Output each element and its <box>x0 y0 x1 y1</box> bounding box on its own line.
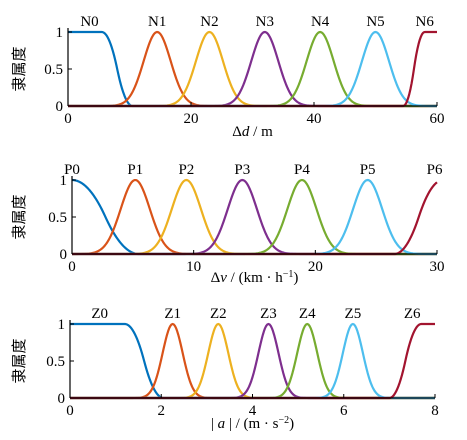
x-axis-label: Δv / (km · h−1) <box>211 269 299 287</box>
chart-panel-1: 0 20 40 60 0 0.5 1 N0 N1 N2 N3 N4 N5 N6 隶属度 Δd / m <box>10 14 445 140</box>
series-label-z3: Z3 <box>260 306 277 322</box>
series-line-n0 <box>68 30 437 108</box>
series-line-z3 <box>70 322 435 400</box>
series-label-p0: P0 <box>64 162 80 178</box>
x-tick-label: 20 <box>184 111 199 127</box>
series-line-z0 <box>70 322 435 400</box>
x-tick-label: 20 <box>308 259 323 275</box>
series-label-p4: P4 <box>294 162 310 178</box>
series-line-z2 <box>70 322 435 400</box>
series-label-p2: P2 <box>178 162 194 178</box>
x-axis-label: | a | / (m · s−2) <box>211 415 294 433</box>
series-label-n0: N0 <box>80 14 98 30</box>
y-tick-label: 0.5 <box>46 354 65 370</box>
chart-panel-3: 0 2 4 6 8 0 0.5 1 Z0 Z1 Z2 Z3 Z4 Z5 Z6 隶属度 | a | / (m · … <box>10 306 439 432</box>
x-tick-label: 0 <box>66 403 74 419</box>
series-label-n1: N1 <box>148 14 166 30</box>
series-label-p5: P5 <box>360 162 376 178</box>
y-tick-label: 0.5 <box>48 210 67 226</box>
x-tick-label: 30 <box>430 259 445 275</box>
series-line-z6 <box>70 322 435 400</box>
series-label-z2: Z2 <box>210 306 227 322</box>
y-axis-label: 隶属度 <box>10 338 28 383</box>
series-label-z4: Z4 <box>299 306 316 322</box>
x-axis-label: Δd / m <box>232 124 273 140</box>
series-label-z5: Z5 <box>345 306 362 322</box>
x-tick-label: 8 <box>431 403 439 419</box>
series-label-z0: Z0 <box>91 306 108 322</box>
x-tick-label: 0 <box>68 259 76 275</box>
series-line-z1 <box>70 322 435 400</box>
y-tick-label: 1 <box>58 317 66 333</box>
x-tick-label: 6 <box>340 403 348 419</box>
y-tick-label: 1 <box>60 173 68 189</box>
y-axis-label: 隶属度 <box>10 46 28 91</box>
x-tick-label: 60 <box>430 111 445 127</box>
series-line-z4 <box>70 322 435 400</box>
y-tick-label: 0 <box>60 247 68 263</box>
series-label-n5: N5 <box>366 14 384 30</box>
series-line-z5 <box>70 322 435 400</box>
series-label-n3: N3 <box>256 14 274 30</box>
series-label-n4: N4 <box>311 14 330 30</box>
series-label-z6: Z6 <box>404 306 421 322</box>
y-axis-label: 隶属度 <box>10 194 28 239</box>
series-label-z1: Z1 <box>164 306 181 322</box>
x-tick-label: 40 <box>307 111 322 127</box>
series-label-p6: P6 <box>427 162 443 178</box>
x-tick-label: 2 <box>158 403 166 419</box>
chart-panel-2: 0 10 20 30 0 0.5 1P0 P1 P2 P3 P4 P5 P6 隶属度 Δv / (km · … <box>10 162 445 286</box>
x-tick-label: 4 <box>249 403 257 419</box>
y-tick-label: 1 <box>56 25 64 41</box>
series-line-p1 <box>72 178 437 256</box>
series-label-p3: P3 <box>234 162 250 178</box>
series-label-n6: N6 <box>416 14 435 30</box>
y-tick-label: 0.5 <box>44 62 63 78</box>
x-tick-label: 10 <box>186 259 201 275</box>
series-label-n2: N2 <box>200 14 218 30</box>
series-label-p1: P1 <box>127 162 143 178</box>
y-tick-label: 0 <box>58 391 66 407</box>
x-tick-label: 0 <box>64 111 72 127</box>
y-tick-label: 0 <box>56 99 64 115</box>
